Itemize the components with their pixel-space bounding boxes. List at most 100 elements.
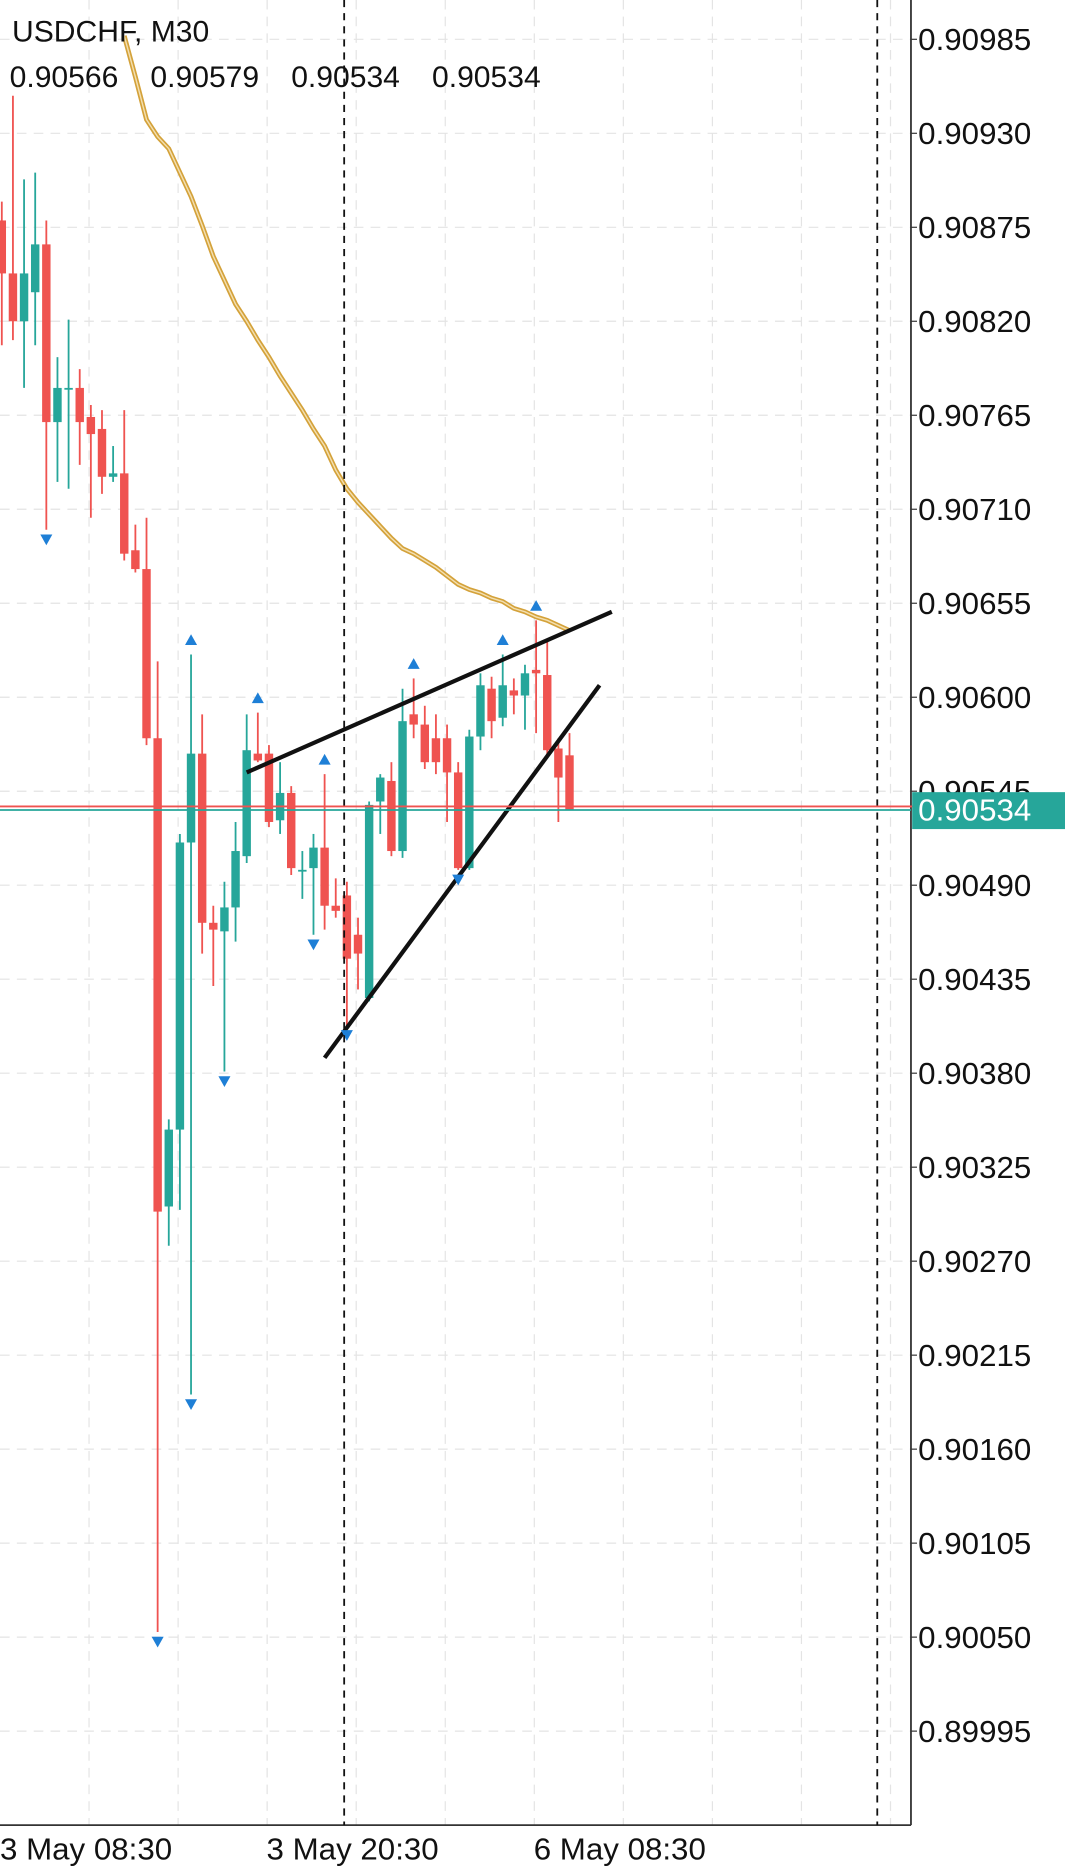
candle-body <box>220 907 229 932</box>
trendline <box>245 609 613 775</box>
candle-body <box>209 922 218 930</box>
candle-body <box>331 905 340 911</box>
fractal-up <box>496 634 509 645</box>
candle-body <box>0 220 7 274</box>
y-tick-label: 0.90325 <box>918 1150 1031 1185</box>
candle-body <box>487 688 496 722</box>
fractal-up <box>251 692 264 704</box>
y-tick-label: 0.90105 <box>918 1526 1031 1561</box>
candle-body <box>498 685 507 718</box>
y-tick-label: 0.90160 <box>918 1432 1031 1467</box>
candle-body <box>42 244 51 423</box>
y-tick-label: 0.90875 <box>918 210 1031 245</box>
y-tick-label: 0.90050 <box>918 1620 1031 1655</box>
fractal-down <box>185 1399 198 1410</box>
y-tick-label: 0.90380 <box>918 1056 1031 1091</box>
candle-body <box>431 738 441 763</box>
header-low: 0.90534 <box>291 61 400 94</box>
candle-body <box>97 428 107 477</box>
fractal-up <box>318 753 331 765</box>
candle-body <box>19 273 29 322</box>
candle-body <box>465 736 474 869</box>
candle-body <box>175 842 185 1130</box>
fractal-up <box>530 600 543 611</box>
candle-body <box>108 473 118 477</box>
candle-body <box>231 851 240 908</box>
candle-body <box>509 690 519 696</box>
header-high: 0.90579 <box>150 61 259 94</box>
fractal-up <box>185 634 198 645</box>
candle-body <box>442 738 452 773</box>
candle-body <box>453 772 463 869</box>
y-tick-label: 0.89995 <box>918 1714 1031 1749</box>
candle-body <box>64 387 73 390</box>
candle-body <box>86 416 96 435</box>
candle-body <box>253 753 263 761</box>
y-tick-label: 0.90710 <box>918 492 1031 527</box>
candle-body <box>409 714 418 725</box>
candle-body <box>142 569 151 739</box>
candle-body <box>186 753 196 843</box>
fractal-down <box>307 939 320 951</box>
trendline <box>322 684 602 1060</box>
candle-body <box>554 748 563 778</box>
candle-body <box>153 738 162 1212</box>
candle-body <box>520 673 530 696</box>
y-tick-label: 0.90215 <box>918 1338 1031 1373</box>
fractal-down <box>340 1030 353 1041</box>
y-tick-label: 0.90820 <box>918 304 1031 339</box>
y-tick-label: 0.90985 <box>918 22 1031 57</box>
candle-body <box>197 753 207 923</box>
fractal-down <box>151 1636 164 1648</box>
moving-average-inner <box>123 35 570 632</box>
y-tick-label: 0.90435 <box>918 962 1031 997</box>
candle-body <box>120 473 129 554</box>
y-tick-label: 0.90765 <box>918 398 1031 433</box>
candle-body <box>264 753 274 822</box>
x-tick-label: 3 May 08:30 <box>0 1832 172 1867</box>
candle-body <box>298 869 307 872</box>
fractal-down <box>218 1076 231 1087</box>
header-close: 0.90534 <box>432 61 541 94</box>
current-price-label: 0.90534 <box>918 793 1031 828</box>
x-tick-label: 3 May 20:30 <box>267 1832 439 1867</box>
candle-body <box>353 934 363 954</box>
fractal-up <box>407 658 420 669</box>
current-price-box <box>912 792 1065 830</box>
candle-body <box>164 1129 173 1207</box>
candle-body <box>531 669 541 674</box>
x-tick-label: 6 May 08:30 <box>534 1832 706 1867</box>
fractal-down <box>452 874 465 886</box>
candle-body <box>342 895 352 959</box>
candle-body <box>420 724 430 763</box>
candle-body <box>8 273 18 322</box>
candle-body <box>131 550 140 570</box>
candle-body <box>320 847 329 906</box>
plot <box>0 35 613 1648</box>
candle-body <box>398 721 407 852</box>
labels: USDCHF, M30 0.90566 0.90579 0.90534 0.90… <box>10 16 541 94</box>
y-tick-label: 0.90490 <box>918 868 1031 903</box>
y-tick-label: 0.90600 <box>918 680 1031 715</box>
candle-body <box>543 675 552 751</box>
chart-title: USDCHF, M30 <box>12 16 209 49</box>
fractal-down <box>40 534 53 546</box>
candle-body <box>387 780 396 852</box>
candle-body <box>309 847 318 869</box>
candle-body <box>364 804 374 999</box>
candle-body <box>30 244 40 293</box>
candle-body <box>476 685 485 737</box>
y-tick-label: 0.90655 <box>918 586 1031 621</box>
header-open: 0.90566 <box>10 61 119 94</box>
candle-body <box>376 777 385 802</box>
y-tick-label: 0.90270 <box>918 1244 1031 1279</box>
candle-body <box>75 387 84 423</box>
moving-average <box>121 35 571 633</box>
candle-body <box>565 755 574 811</box>
candle-body <box>242 750 251 857</box>
grid <box>0 0 911 1826</box>
candle-body <box>287 792 296 869</box>
